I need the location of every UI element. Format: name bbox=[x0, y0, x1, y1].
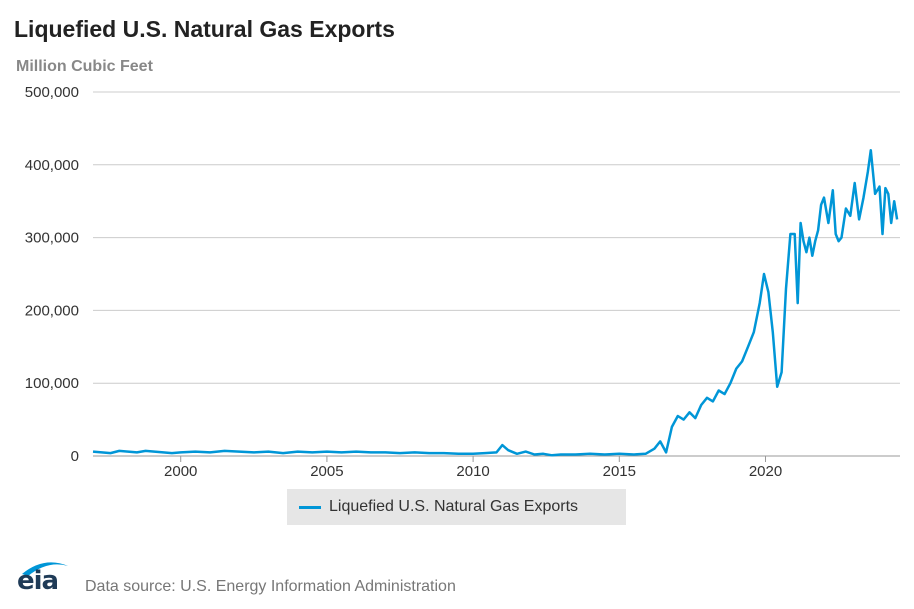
y-tick-label: 400,000 bbox=[25, 157, 79, 174]
legend-item[interactable]: Liquefied U.S. Natural Gas Exports bbox=[287, 489, 626, 525]
y-tick-label: 200,000 bbox=[25, 302, 79, 319]
x-tick-label: 2015 bbox=[603, 463, 636, 480]
eia-logo-swoosh-icon bbox=[22, 562, 68, 576]
footer: eia Data source: U.S. Energy Information… bbox=[14, 556, 456, 596]
legend-label: Liquefied U.S. Natural Gas Exports bbox=[329, 498, 579, 515]
eia-logo-text: eia bbox=[17, 566, 59, 596]
series-line-lng-exports[interactable] bbox=[92, 148, 899, 457]
legend-line-swatch bbox=[299, 505, 321, 509]
x-tick-label: 2005 bbox=[310, 463, 343, 480]
y-tick-label: 0 bbox=[71, 448, 79, 465]
chart-subtitle: Million Cubic Feet bbox=[16, 58, 153, 75]
x-tick-label: 2000 bbox=[164, 463, 197, 480]
data-source-text: Data source: U.S. Energy Information Adm… bbox=[85, 578, 456, 595]
chart-title: Liquefied U.S. Natural Gas Exports bbox=[14, 16, 395, 42]
eia-logo: eia bbox=[14, 556, 70, 596]
y-tick-label: 100,000 bbox=[25, 375, 79, 392]
y-tick-label: 500,000 bbox=[25, 84, 79, 101]
y-tick-label: 300,000 bbox=[25, 230, 79, 247]
x-tick-label: 2010 bbox=[456, 463, 489, 480]
x-tick-label: 2020 bbox=[749, 463, 782, 480]
